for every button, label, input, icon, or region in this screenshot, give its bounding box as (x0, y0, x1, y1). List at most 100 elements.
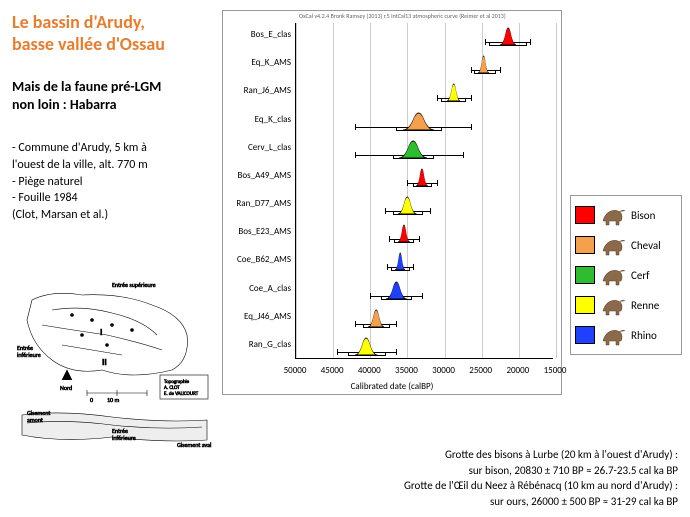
x-tick-label: 40000 (358, 365, 381, 376)
error-cap (430, 208, 431, 214)
bracket-cap (389, 325, 390, 328)
legend-row: Cheval (575, 230, 677, 260)
bullet-3: - Fouille 1984 (12, 190, 212, 207)
sample-label: Eq_J46_AMS (227, 311, 291, 322)
legend-swatch (575, 236, 595, 254)
legend-swatch (575, 206, 595, 224)
error-cap (471, 67, 472, 73)
svg-text:Gisement aval: Gisement aval (177, 441, 211, 449)
probability-distribution (399, 138, 427, 160)
x-tick-label: 25000 (469, 365, 492, 376)
error-cap (500, 67, 501, 73)
probability-distribution (500, 25, 516, 47)
title-line2: basse vallée d'Ossau (12, 33, 165, 55)
sample-label: Bos_E23_AMS (227, 226, 291, 237)
sample-label: Coe_B62_AMS (227, 254, 291, 265)
svg-text:amont: amont (27, 416, 43, 424)
legend-label: Bison (631, 209, 655, 222)
bracket-cap (381, 297, 382, 300)
footer-l2: sur bison, 20830 ± 710 BP ≈ 26.7-23.5 ca… (404, 463, 678, 478)
bullet-1b: l'ouest de la ville, alt. 770 m (12, 157, 212, 174)
probability-distribution (398, 194, 417, 216)
subtitle-line1: Mais de la faune pré-LGM (12, 78, 161, 95)
sample-label: Coe_A_clas (227, 283, 291, 294)
chart-plot-area (295, 23, 553, 359)
error-cap (337, 349, 338, 355)
bracket-cap (411, 297, 412, 300)
error-cap (419, 236, 420, 242)
error-cap (413, 264, 414, 270)
error-cap (437, 95, 438, 101)
bracket-cap (409, 268, 410, 271)
sample-label: Bos_A49_AMS (227, 170, 291, 181)
sample-label: Ran_G_clas (227, 339, 291, 350)
footer-l3: Grotte de l'Œil du Neez à Rébénacq (10 k… (404, 478, 678, 493)
legend-row: Bison (575, 200, 677, 230)
bracket-cap (441, 128, 442, 131)
bracket-cap (474, 71, 475, 74)
bracket-cap (413, 184, 414, 187)
probability-distribution (447, 81, 460, 103)
animal-icon (599, 293, 627, 317)
error-cap (463, 152, 464, 158)
error-cap (355, 124, 356, 130)
main-title: Le bassin d'Arudy, basse vallée d'Ossau (12, 12, 165, 55)
bullet-list: - Commune d'Arudy, 5 km à l'ouest de la … (12, 140, 212, 224)
footer-l4: sur ours, 26000 ± 500 BP ≈ 31-29 cal ka … (404, 494, 678, 509)
bullet-1: - Commune d'Arudy, 5 km à (12, 140, 212, 157)
error-cap (355, 152, 356, 158)
probability-distribution (355, 335, 377, 357)
subtitle-line2: non loin : Habarra (12, 96, 117, 113)
site-map-image: Entrée supérieure Entréeinférieure I II … (12, 275, 212, 450)
sample-label: Ran_D77_AMS (227, 198, 291, 209)
error-cap (422, 293, 423, 299)
error-cap (396, 321, 397, 327)
error-cap (396, 349, 397, 355)
sample-label: Eq_K_clas (227, 114, 291, 125)
legend-row: Cerf (575, 260, 677, 290)
sample-label: Ran_J6_AMS (227, 85, 291, 96)
error-cap (485, 39, 486, 45)
svg-text:0: 0 (90, 396, 93, 404)
svg-text:inférieure: inférieure (17, 351, 41, 359)
error-cap (471, 124, 472, 130)
legend-swatch (575, 296, 595, 314)
animal-icon (599, 263, 627, 287)
animal-icon (599, 323, 627, 347)
svg-text:Entrée supérieure: Entrée supérieure (112, 281, 156, 289)
bracket-cap (396, 128, 397, 131)
legend-label: Cerf (631, 269, 650, 282)
footer-l1: Grotte des bisons à Lurbe (20 km à l'oue… (404, 447, 678, 462)
bracket-cap (391, 268, 392, 271)
error-cap (355, 321, 356, 327)
sample-label: Eq_K_AMS (227, 57, 291, 68)
probability-distribution (403, 110, 434, 132)
x-axis-title: Calibrated date (calBP) (223, 381, 561, 392)
legend-row: Renne (575, 290, 677, 320)
bullet-2: - Piège naturel (12, 174, 212, 191)
gridline (445, 23, 446, 358)
probability-distribution (395, 250, 405, 272)
x-tick-label: 45000 (321, 365, 344, 376)
sample-label: Cerv_L_clas (227, 142, 291, 153)
svg-text:E. de VALICOURT: E. de VALICOURT (164, 391, 199, 397)
error-cap (387, 264, 388, 270)
x-tick-label: 35000 (395, 365, 418, 376)
bracket-cap (394, 240, 395, 243)
bracket-cap (348, 353, 349, 356)
x-tick-label: 30000 (432, 365, 455, 376)
gridline (296, 23, 297, 358)
svg-text:10 m: 10 m (107, 396, 119, 404)
bracket-cap (465, 99, 466, 102)
sample-label: Bos_E_clas (227, 29, 291, 40)
error-cap (471, 95, 472, 101)
x-tick-label: 20000 (506, 365, 529, 376)
animal-icon (599, 233, 627, 257)
subtitle: Mais de la faune pré-LGM non loin : Haba… (12, 78, 161, 114)
legend-box: Bison Cheval Cerf RenneRhino (570, 195, 682, 355)
error-cap (530, 39, 531, 45)
legend-swatch (575, 326, 595, 344)
bracket-cap (393, 212, 394, 215)
svg-text:II: II (102, 357, 107, 368)
legend-row: Rhino (575, 320, 677, 350)
